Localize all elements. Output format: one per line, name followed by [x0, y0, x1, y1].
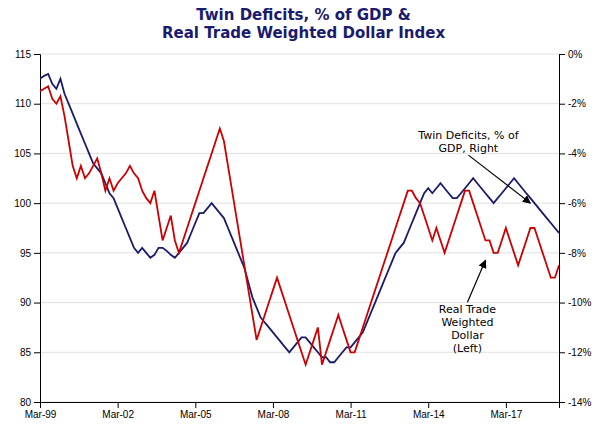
x-tick-label: Mar-05 [180, 409, 212, 420]
y-tick-mark [34, 203, 40, 204]
x-axis-line [41, 403, 560, 409]
x-tick: Mar-17 [491, 402, 523, 420]
y2-tick: -6% [559, 198, 586, 209]
title-line: Twin Deficits, % of GDP & [196, 6, 411, 24]
annotation-arrow [467, 260, 485, 302]
y2-tick-label: -4% [568, 148, 586, 159]
annotation-line: Real Trade [439, 303, 497, 316]
x-tick: Mar-05 [180, 402, 212, 420]
y2-tick-mark [559, 54, 565, 55]
grid-line [40, 103, 559, 104]
x-tick: Mar-02 [102, 402, 134, 420]
title-line: Real Trade Weighted Dollar Index [162, 24, 445, 42]
x-tick-label: Mar-02 [102, 409, 134, 420]
y-tick: 85 [20, 347, 40, 358]
y-tick-mark [34, 352, 40, 353]
annotation: Twin Deficits, % ofGDP, Right [417, 129, 519, 155]
y2-tick-mark [559, 203, 565, 204]
x-tick-mark [351, 402, 352, 408]
annotations: Twin Deficits, % ofGDP, Right Real TradeW… [417, 129, 530, 355]
x-tick: Mar-08 [258, 402, 290, 420]
y2-tick-label: -6% [568, 198, 586, 209]
y2-tick-mark [559, 402, 565, 403]
y-tick-mark [34, 54, 40, 55]
annotation-arrow [468, 155, 530, 203]
y2-tick: -8% [559, 248, 586, 259]
y2-tick-mark [559, 104, 565, 105]
y2-tick-mark [559, 303, 565, 304]
y-tick-label: 115 [15, 49, 31, 60]
grid-line [40, 54, 559, 55]
x-tick-mark [506, 402, 507, 408]
y-tick: 100 [14, 198, 40, 209]
x-tick-mark [273, 402, 274, 408]
y2-tick: -10% [559, 297, 591, 308]
y-tick-label: 80 [20, 397, 32, 408]
grid-line [40, 252, 559, 253]
y2-tick-mark [559, 352, 565, 353]
x-tick-mark [195, 402, 196, 408]
y2-tick-label: -10% [568, 297, 591, 308]
annotation: Real TradeWeightedDollar(Left) [439, 303, 497, 355]
series-line [40, 74, 559, 362]
y2-tick-label: -2% [568, 98, 586, 109]
y2-tick-mark [559, 253, 565, 254]
grid [40, 54, 559, 402]
y-tick-label: 100 [14, 198, 31, 209]
y2-tick-label: -14% [568, 397, 591, 408]
chart: Twin Deficits, % of GDP &Real Trade Weig… [0, 0, 607, 430]
x-axis: Mar-99 Mar-02 Mar-05 Mar-08 Mar-11 Mar-14 Mar-… [25, 402, 560, 420]
plot-area [40, 74, 559, 365]
annotation-line: (Left) [453, 342, 482, 355]
x-tick: Mar-14 [413, 402, 445, 420]
grid-line [40, 203, 559, 204]
y2-tick-mark [559, 153, 565, 154]
x-tick-label: Mar-14 [413, 409, 445, 420]
y2-axis-line [560, 55, 566, 403]
y-tick-mark [34, 153, 40, 154]
y2-tick-label: -12% [568, 347, 591, 358]
y-tick: 105 [14, 148, 40, 159]
y-tick-mark [34, 303, 40, 304]
y2-tick-label: -8% [568, 248, 586, 259]
y-tick: 110 [15, 98, 40, 109]
y-axis-line [34, 55, 41, 403]
y2-tick: 0% [559, 49, 583, 60]
y2-tick: -14% [559, 397, 591, 408]
y-tick-label: 110 [15, 98, 31, 109]
y-tick: 80 [20, 397, 40, 408]
series-line [40, 86, 559, 364]
y-tick-label: 90 [20, 297, 32, 308]
y-tick-label: 95 [20, 248, 32, 259]
x-tick-label: Mar-99 [25, 409, 57, 420]
y2-tick: -2% [559, 98, 586, 109]
y-tick-label: 85 [20, 347, 32, 358]
y2-tick: -4% [559, 148, 586, 159]
annotation-line: GDP, Right [439, 142, 499, 155]
y2-tick: -12% [559, 347, 591, 358]
x-tick-label: Mar-17 [491, 409, 523, 420]
y-tick: 115 [15, 49, 40, 60]
x-tick-label: Mar-08 [258, 409, 290, 420]
y-tick-mark [34, 402, 40, 403]
y-axis: 80 85 90 95 100 105 110 115 [14, 49, 40, 408]
annotation-line: Dollar [451, 329, 484, 342]
annotation-line: Twin Deficits, % of [417, 129, 519, 142]
y2-tick-label: 0% [568, 49, 583, 60]
y-tick: 90 [20, 297, 40, 308]
title: Twin Deficits, % of GDP &Real Trade Weig… [162, 6, 445, 42]
x-tick-mark [428, 402, 429, 408]
x-tick-mark [118, 402, 119, 408]
y-tick-mark [34, 104, 40, 105]
y-tick: 95 [20, 248, 40, 259]
y-tick-mark [34, 253, 40, 254]
x-tick-label: Mar-11 [336, 409, 367, 420]
y2-axis: 0% -2% -4% -6% -8% -10% -12% -14% [559, 49, 591, 408]
annotation-line: Weighted [441, 316, 493, 329]
x-tick: Mar-11 [336, 402, 367, 420]
y-tick-label: 105 [14, 148, 31, 159]
